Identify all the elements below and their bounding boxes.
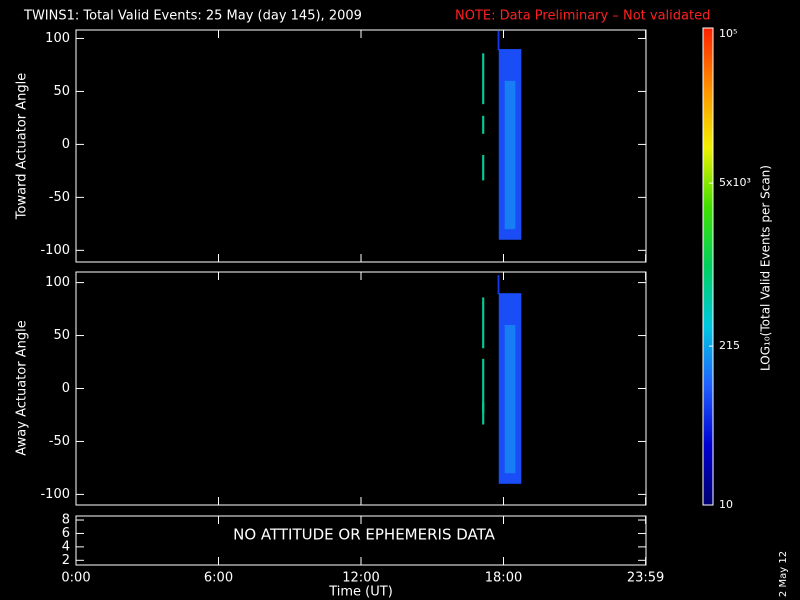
heatmap-cell: [504, 324, 516, 474]
colorbar-tick-label: 215: [719, 339, 740, 352]
y-axis-label: Toward Actuator Angle: [15, 73, 30, 220]
date-stamp: 2 May 12: [778, 551, 789, 597]
y-tick-label: 2: [62, 553, 70, 568]
y-tick-label: 8: [62, 513, 70, 528]
x-tick-label: 6:00: [204, 571, 233, 586]
colorbar-tick-label: 10: [719, 498, 733, 511]
heatmap-cell: [482, 402, 485, 425]
y-axis-label: Away Actuator Angle: [15, 320, 30, 455]
heatmap-cell: [482, 358, 485, 413]
heatmap-cell: [482, 115, 485, 134]
y-tick-label: -100: [40, 243, 70, 258]
heatmap-cell: [482, 155, 485, 181]
x-axis-label: Time (UT): [328, 585, 393, 600]
x-tick-label: 18:00: [485, 571, 522, 586]
y-tick-label: 0: [62, 137, 70, 152]
y-tick-label: 100: [45, 31, 70, 46]
colorbar-tick-label: 10⁵: [719, 27, 737, 40]
y-tick-label: -50: [49, 190, 70, 205]
x-tick-label: 23:59: [627, 571, 664, 586]
panel-frame: [75, 271, 647, 506]
heatmap-cell: [497, 31, 500, 51]
heatmap-cell: [504, 80, 516, 230]
panel-frame: [75, 29, 647, 263]
x-tick-label: 0:00: [61, 571, 90, 586]
no-data-note: NO ATTITUDE OR EPHEMERIS DATA: [233, 526, 496, 544]
heatmap-cell: [482, 297, 485, 349]
y-tick-label: -100: [40, 487, 70, 502]
y-tick-label: 6: [62, 526, 70, 541]
y-tick-label: 100: [45, 275, 70, 290]
y-tick-label: 50: [53, 84, 70, 99]
y-tick-label: -50: [49, 434, 70, 449]
y-tick-label: 0: [62, 381, 70, 396]
colorbar-label: LOG₁₀(Total Valid Events per Scan): [759, 165, 773, 371]
y-tick-label: 4: [62, 539, 70, 554]
x-tick-label: 12:00: [342, 571, 379, 586]
colorbar: [702, 27, 714, 506]
chart-title: TWINS1: Total Valid Events: 25 May (day …: [23, 9, 362, 24]
heatmap-cell: [497, 275, 500, 295]
colorbar-tick-label: 5x10³: [719, 176, 751, 189]
note: NOTE: Data Preliminary – Not validated: [455, 9, 710, 24]
heatmap-cell: [482, 53, 485, 105]
y-tick-label: 50: [53, 328, 70, 343]
